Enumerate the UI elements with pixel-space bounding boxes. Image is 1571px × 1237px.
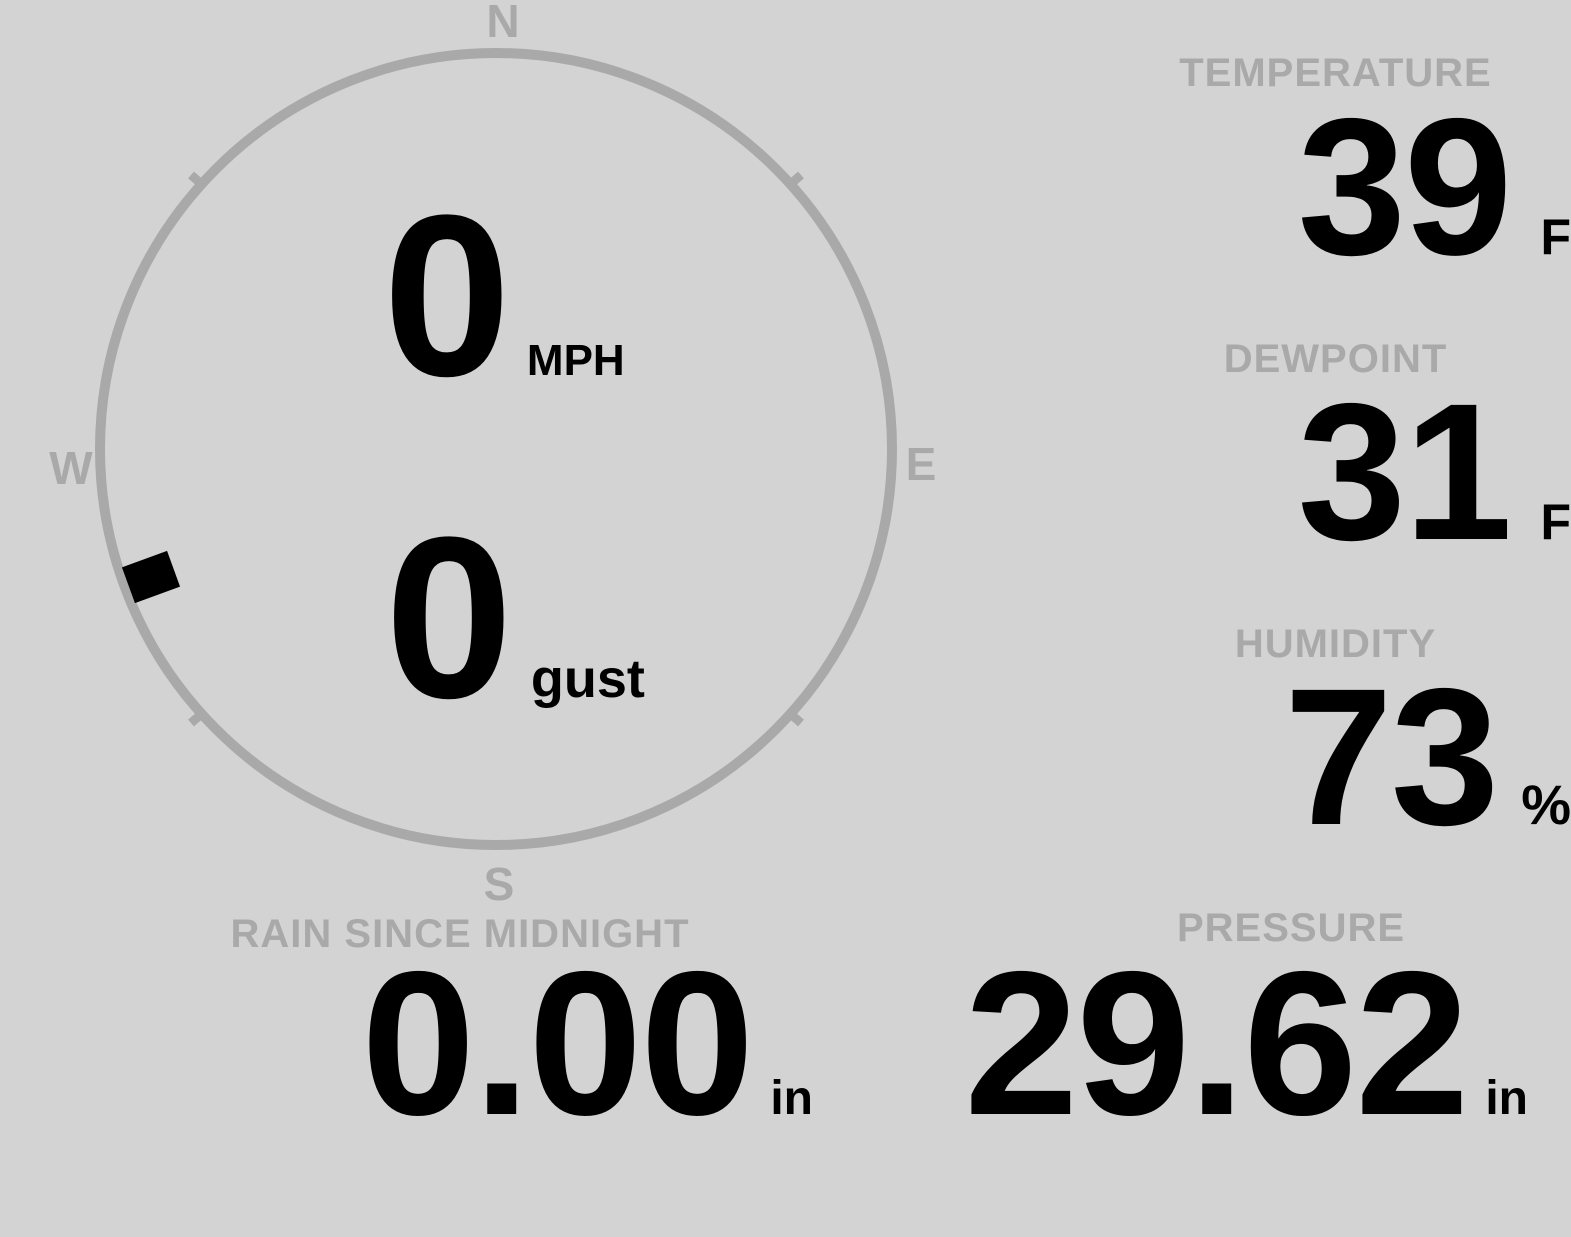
humidity-label: HUMIDITY xyxy=(1234,622,1437,666)
wind-compass: N E S W 0 MPH 0 gust xyxy=(0,0,1000,920)
wind-speed-value: 0 xyxy=(383,167,511,424)
cardinal-west-label: W xyxy=(49,442,93,494)
temperature-label: TEMPERATURE xyxy=(1179,51,1492,95)
dewpoint-label: DEWPOINT xyxy=(1223,337,1448,381)
pressure-value: 29.62 xyxy=(964,929,1469,1158)
dewpoint-value: 31 xyxy=(1297,363,1513,581)
wind-gust-unit: gust xyxy=(530,649,645,709)
temperature-value: 39 xyxy=(1297,78,1513,296)
wind-direction-marker xyxy=(121,550,181,604)
rain-unit: in xyxy=(770,1072,813,1125)
rain-reading: 0.00 in xyxy=(60,929,860,1158)
pressure-unit: in xyxy=(1485,1072,1528,1125)
compass-dial xyxy=(95,48,897,850)
humidity-reading: 73 % xyxy=(1100,648,1571,866)
temperature-reading: 39 F xyxy=(1100,78,1571,296)
pressure-reading: 29.62 in xyxy=(964,941,1571,1146)
wind-speed-reading: 0 MPH xyxy=(383,167,625,424)
tick-southwest-icon xyxy=(188,707,208,727)
pressure-label: PRESSURE xyxy=(1176,906,1406,950)
dewpoint-reading: 31 F xyxy=(1100,363,1571,581)
compass-circle xyxy=(95,48,897,850)
tick-southeast-icon xyxy=(784,707,804,727)
cardinal-east-label: E xyxy=(905,438,937,490)
cardinal-south-label: S xyxy=(483,858,515,910)
cardinal-north-label: N xyxy=(486,0,520,47)
wind-gust-value: 0 xyxy=(385,489,513,746)
rain-value: 0.00 xyxy=(361,929,754,1158)
tick-northwest-icon xyxy=(188,171,208,191)
tick-northeast-icon xyxy=(784,171,804,191)
wind-gust-reading: 0 gust xyxy=(385,489,645,746)
rain-label: RAIN SINCE MIDNIGHT xyxy=(230,912,690,956)
humidity-value: 73 xyxy=(1284,648,1499,866)
temperature-unit: F xyxy=(1540,209,1571,265)
dewpoint-unit: F xyxy=(1540,494,1571,550)
humidity-unit: % xyxy=(1521,773,1571,836)
wind-speed-unit: MPH xyxy=(526,336,625,385)
